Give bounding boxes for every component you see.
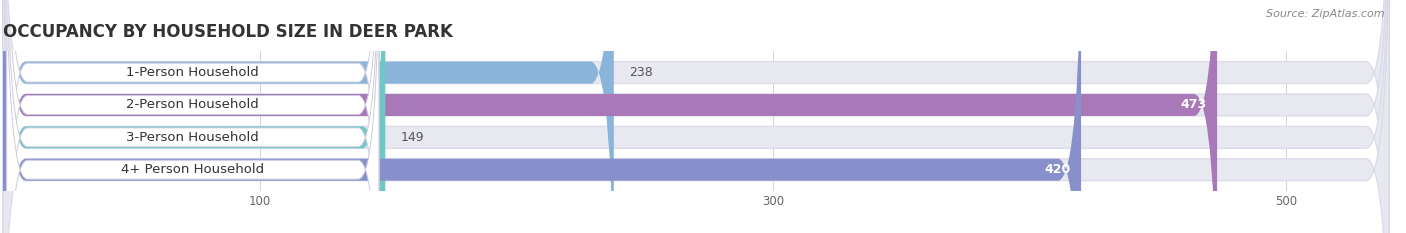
Text: Source: ZipAtlas.com: Source: ZipAtlas.com bbox=[1267, 9, 1385, 19]
FancyBboxPatch shape bbox=[7, 0, 378, 233]
FancyBboxPatch shape bbox=[3, 0, 1218, 233]
FancyBboxPatch shape bbox=[3, 0, 1389, 233]
FancyBboxPatch shape bbox=[3, 0, 1389, 233]
FancyBboxPatch shape bbox=[3, 0, 1081, 233]
Text: 473: 473 bbox=[1181, 99, 1206, 111]
Text: OCCUPANCY BY HOUSEHOLD SIZE IN DEER PARK: OCCUPANCY BY HOUSEHOLD SIZE IN DEER PARK bbox=[3, 23, 453, 41]
FancyBboxPatch shape bbox=[3, 0, 1389, 233]
Text: 3-Person Household: 3-Person Household bbox=[127, 131, 259, 144]
Text: 4+ Person Household: 4+ Person Household bbox=[121, 163, 264, 176]
Text: 420: 420 bbox=[1045, 163, 1071, 176]
FancyBboxPatch shape bbox=[7, 0, 378, 233]
Text: 238: 238 bbox=[630, 66, 652, 79]
FancyBboxPatch shape bbox=[3, 0, 385, 233]
Text: 1-Person Household: 1-Person Household bbox=[127, 66, 259, 79]
FancyBboxPatch shape bbox=[3, 0, 1389, 233]
FancyBboxPatch shape bbox=[3, 0, 614, 233]
Text: 149: 149 bbox=[401, 131, 425, 144]
FancyBboxPatch shape bbox=[7, 0, 378, 233]
FancyBboxPatch shape bbox=[7, 0, 378, 233]
Text: 2-Person Household: 2-Person Household bbox=[127, 99, 259, 111]
